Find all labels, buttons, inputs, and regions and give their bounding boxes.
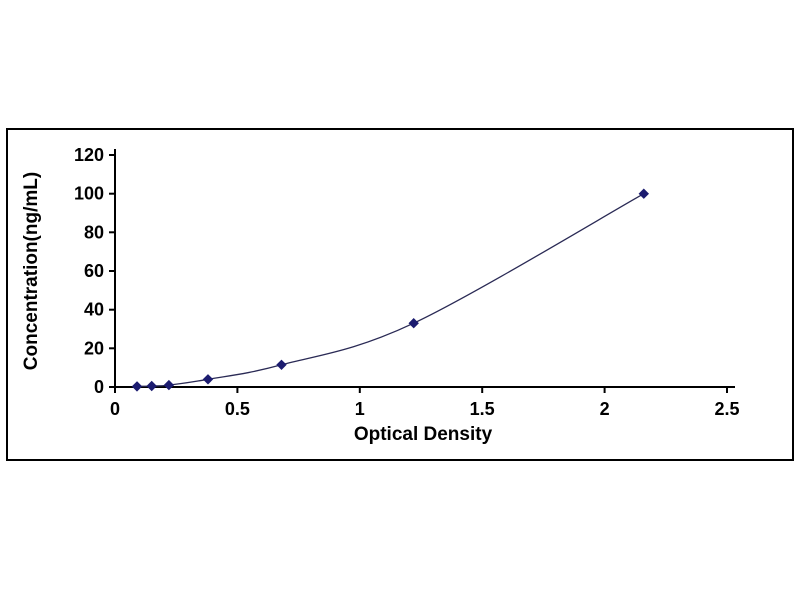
data-point-marker <box>131 381 143 392</box>
y-axis-label: Concentration(ng/mL) <box>21 171 42 371</box>
chart-frame: 0 0.5 1 1.5 2 2.5 0 20 40 60 80 100 120 Concentratio… <box>6 128 794 461</box>
data-point-marker <box>276 359 287 371</box>
data-point-marker <box>146 380 157 392</box>
x-tick-label: 2.5 <box>714 399 739 419</box>
data-point-marker <box>202 374 214 385</box>
y-tick-label: 60 <box>84 261 104 281</box>
standard-curve-plot: 0 0.5 1 1.5 2 2.5 0 20 40 60 80 100 120 <box>74 145 740 419</box>
x-axis-label: Optical Density <box>353 424 493 445</box>
y-tick-label: 40 <box>84 300 104 320</box>
standard-curve-line <box>136 193 645 388</box>
y-tick-label: 120 <box>74 145 104 165</box>
y-tick-label: 20 <box>84 338 104 358</box>
data-point-marker <box>408 317 419 329</box>
x-tick-label: 1 <box>355 399 365 419</box>
y-tick-label: 100 <box>74 184 104 204</box>
x-tick-label: 2 <box>600 399 610 419</box>
data-point-marker <box>163 379 175 391</box>
x-tick-label: 0.5 <box>225 399 250 419</box>
y-tick-label: 80 <box>84 222 104 242</box>
y-tick-label: 0 <box>94 377 104 397</box>
x-tick-label: 1.5 <box>470 399 495 419</box>
data-point-marker <box>638 188 650 199</box>
x-tick-label: 0 <box>110 399 120 419</box>
